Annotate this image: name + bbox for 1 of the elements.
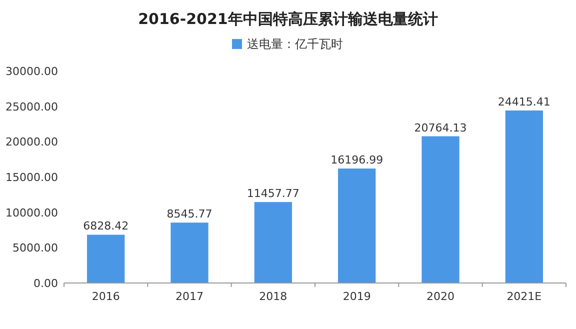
title: 2016-2021年中国特高压累计输送电量统计 (138, 10, 438, 28)
